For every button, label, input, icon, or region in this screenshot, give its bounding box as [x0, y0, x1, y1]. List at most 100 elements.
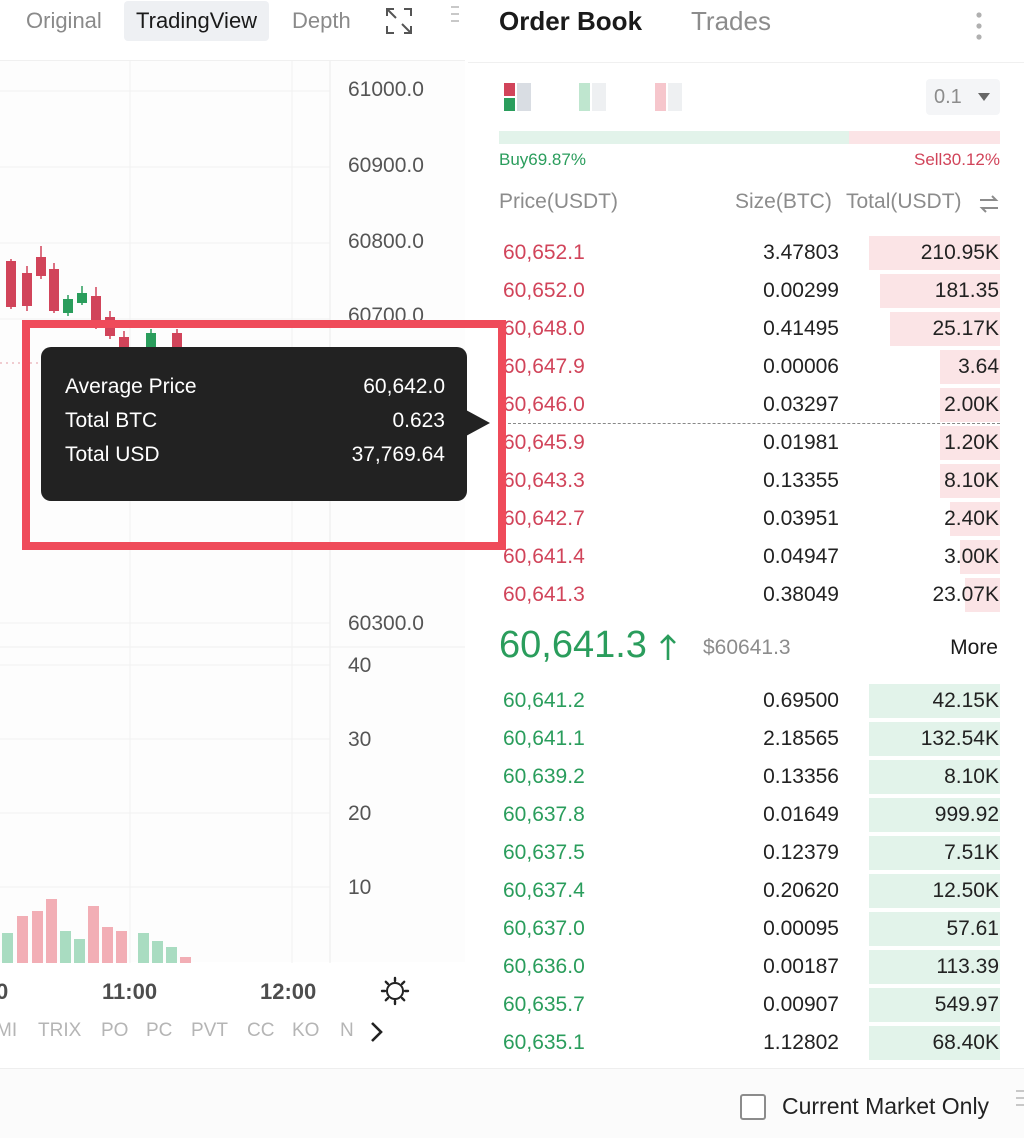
time-tick: 0: [0, 979, 9, 1004]
depth-bar: [869, 236, 1000, 270]
indicator-ko[interactable]: KO: [292, 1020, 320, 1041]
index-price: $60641.3: [703, 636, 791, 659]
fullscreen-icon[interactable]: [384, 6, 414, 36]
drag-handle-icon[interactable]: [450, 4, 460, 26]
volume-tick: 30: [348, 728, 372, 751]
more-vertical-icon[interactable]: [974, 10, 984, 42]
volume-tick: 10: [348, 876, 372, 899]
depth-bar: [965, 578, 1000, 612]
candlestick-chart[interactable]: [0, 60, 465, 963]
price-column-header: Price(USDT): [499, 190, 618, 213]
row-size: 0.03297: [763, 393, 839, 416]
buy-ratio-fill: [499, 131, 850, 144]
depth-tooltip: Average Price 60,642.0 Total BTC 0.623 T…: [41, 347, 467, 501]
candle-body: [49, 269, 59, 311]
chevron-right-icon[interactable]: [367, 1018, 387, 1046]
row-total: 7.51K: [944, 841, 999, 864]
indicator-n[interactable]: N: [340, 1020, 354, 1041]
tab-order-book[interactable]: Order Book: [499, 6, 643, 36]
row-price: 60,635.1: [503, 1031, 585, 1054]
candle-body: [172, 333, 182, 355]
drag-handle-icon[interactable]: [1016, 1088, 1024, 1110]
current-market-only-label[interactable]: Current Market Only: [782, 1093, 990, 1119]
settings-icon[interactable]: [380, 976, 410, 1006]
ask-row[interactable]: 60,646.0 0.03297 2.00K: [468, 387, 1024, 423]
order-book-header: Order Book Trades: [468, 0, 1024, 48]
indicator-po[interactable]: PO: [101, 1020, 129, 1041]
ask-row[interactable]: 60,641.3 0.38049 23.07K: [468, 577, 1024, 613]
row-price: 60,648.0: [503, 317, 585, 340]
indicator-pvt[interactable]: PVT: [191, 1020, 228, 1041]
indicator-mi[interactable]: MI: [0, 1020, 18, 1041]
row-price: 60,641.2: [503, 689, 585, 712]
indicator-cc[interactable]: CC: [247, 1020, 275, 1041]
current-market-only-checkbox[interactable]: [740, 1094, 766, 1120]
more-link[interactable]: More: [950, 636, 998, 659]
asks-only-view-icon[interactable]: [654, 81, 686, 113]
arrow-up-icon: [660, 634, 676, 660]
bid-row[interactable]: 60,637.4 0.20620 12.50K: [468, 873, 1024, 909]
total-column-header: Total(USDT): [846, 190, 962, 213]
bid-row[interactable]: 60,636.0 0.00187 113.39: [468, 949, 1024, 985]
row-size: 0.00006: [763, 355, 839, 378]
bids-only-view-icon[interactable]: [578, 81, 610, 113]
row-price: 60,643.3: [503, 469, 585, 492]
bid-row[interactable]: 60,637.0 0.00095 57.61: [468, 911, 1024, 947]
bid-row[interactable]: 60,641.2 0.69500 42.15K: [468, 683, 1024, 719]
indicator-trix[interactable]: TRIX: [38, 1020, 82, 1041]
bid-row[interactable]: 60,635.1 1.12802 68.40K: [468, 1025, 1024, 1061]
indicator-pc[interactable]: PC: [146, 1020, 173, 1041]
volume-bar: [116, 931, 127, 963]
tab-trades[interactable]: Trades: [691, 6, 771, 36]
ask-row[interactable]: 60,643.3 0.13355 8.10K: [468, 463, 1024, 499]
tooltip-row-average-price: Average Price 60,642.0: [65, 375, 445, 405]
bid-row[interactable]: 60,641.1 2.18565 132.54K: [468, 721, 1024, 757]
ask-row[interactable]: 60,641.4 0.04947 3.00K: [468, 539, 1024, 575]
ask-row[interactable]: 60,652.0 0.00299 181.35: [468, 273, 1024, 309]
tooltip-pointer: [466, 410, 490, 436]
bid-row[interactable]: 60,635.7 0.00907 549.97: [468, 987, 1024, 1023]
ask-row[interactable]: 60,648.0 0.41495 25.17K: [468, 311, 1024, 347]
bid-row[interactable]: 60,637.5 0.12379 7.51K: [468, 835, 1024, 871]
tooltip-value: 37,769.64: [351, 443, 445, 466]
row-total: 2.40K: [944, 507, 999, 530]
row-size: 0.00907: [763, 993, 839, 1016]
book-view-toggles: [468, 78, 1024, 118]
candle-body: [63, 299, 73, 313]
row-price: 60,646.0: [503, 393, 585, 416]
ask-row[interactable]: 60,652.1 3.47803 210.95K: [468, 235, 1024, 271]
row-size: 0.03951: [763, 507, 839, 530]
last-price: 60,641.3: [499, 624, 647, 666]
bid-row[interactable]: 60,639.2 0.13356 8.10K: [468, 759, 1024, 795]
volume-bar: [88, 906, 99, 963]
ask-row[interactable]: 60,645.9 0.01981 1.20K: [468, 425, 1024, 461]
depth-bar: [869, 798, 1000, 832]
volume-bar: [60, 931, 71, 963]
column-headers: Price(USDT) Size(BTC) Total(USDT): [468, 188, 1024, 220]
depth-bar: [960, 540, 1000, 574]
row-price: 60,637.0: [503, 917, 585, 940]
tab-tradingview[interactable]: TradingView: [124, 1, 270, 41]
swap-icon[interactable]: [978, 194, 1000, 214]
ask-row[interactable]: 60,647.9 0.00006 3.64: [468, 349, 1024, 385]
tab-depth[interactable]: Depth: [292, 8, 351, 33]
row-size: 0.01649: [763, 803, 839, 826]
row-total: 2.00K: [944, 393, 999, 416]
row-total: 1.20K: [944, 431, 999, 454]
volume-tick: 20: [348, 802, 372, 825]
candle-body: [36, 257, 46, 276]
tooltip-label: Total BTC: [65, 409, 158, 432]
time-tick: 11:00: [102, 979, 158, 1004]
indicator-bar: MI TRIX PO PC PVT CC KO N: [0, 1016, 465, 1056]
tab-original[interactable]: Original: [26, 8, 102, 33]
both-sides-view-icon[interactable]: [503, 81, 535, 113]
row-total: 181.35: [934, 279, 999, 302]
ask-row[interactable]: 60,642.7 0.03951 2.40K: [468, 501, 1024, 537]
row-total: 549.97: [934, 993, 999, 1016]
row-total: 8.10K: [944, 469, 999, 492]
bid-row[interactable]: 60,637.8 0.01649 999.92: [468, 797, 1024, 833]
depth-bar: [890, 312, 1000, 346]
row-size: 0.01981: [763, 431, 839, 454]
precision-dropdown[interactable]: 0.1: [926, 79, 1000, 115]
candle-body: [91, 296, 101, 323]
